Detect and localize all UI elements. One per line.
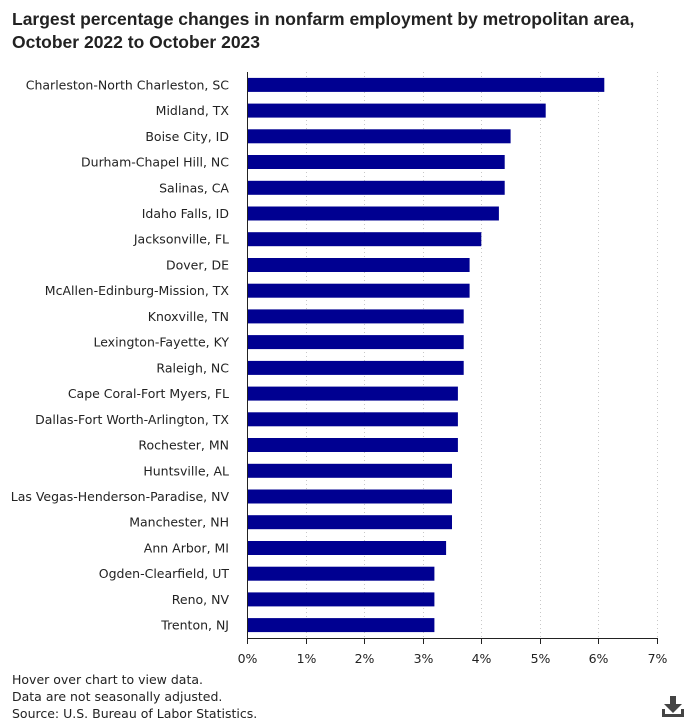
x-tick-label: 1% xyxy=(297,651,317,666)
category-label: Dover, DE xyxy=(166,258,229,273)
bars[interactable] xyxy=(247,77,605,633)
chart-title-line1: Largest percentage changes in nonfarm em… xyxy=(12,9,635,29)
category-label: Ogden-Clearfield, UT xyxy=(99,566,230,581)
bar[interactable] xyxy=(247,592,435,607)
category-label: McAllen-Edinburg-Mission, TX xyxy=(45,283,230,298)
x-tick-label: 7% xyxy=(648,651,668,666)
category-label: Ann Arbor, MI xyxy=(144,541,229,556)
bar[interactable] xyxy=(247,309,464,324)
bar[interactable] xyxy=(247,489,452,504)
category-label: Charleston-North Charleston, SC xyxy=(26,77,230,92)
bar[interactable] xyxy=(247,206,499,221)
category-label: Cape Coral-Fort Myers, FL xyxy=(68,386,229,401)
category-label: Jacksonville, FL xyxy=(133,232,229,247)
category-label: Las Vegas-Henderson-Paradise, NV xyxy=(11,489,230,504)
bar[interactable] xyxy=(247,360,464,375)
chart-title: Largest percentage changes in nonfarm em… xyxy=(12,8,692,54)
axes xyxy=(247,72,658,644)
bar[interactable] xyxy=(247,618,435,633)
bar[interactable] xyxy=(247,77,605,92)
hover-note: Hover over chart to view data. xyxy=(12,672,203,687)
category-label: Lexington-Fayette, KY xyxy=(93,335,229,350)
category-label: Dallas-Fort Worth-Arlington, TX xyxy=(35,412,229,427)
category-label: Idaho Falls, ID xyxy=(142,206,229,221)
bar-chart[interactable]: Charleston-North Charleston, SC Midland, … xyxy=(0,0,700,668)
category-label: Midland, TX xyxy=(156,103,230,118)
category-labels: Charleston-North Charleston, SC Midland, … xyxy=(11,77,230,632)
bar[interactable] xyxy=(247,180,505,195)
category-label: Knoxville, TN xyxy=(148,309,229,324)
bar[interactable] xyxy=(247,258,470,272)
bar[interactable] xyxy=(247,412,458,427)
x-tick-label: 5% xyxy=(531,651,551,666)
x-tick-label: 3% xyxy=(414,651,434,666)
bar[interactable] xyxy=(247,438,458,452)
x-tick-label: 0% xyxy=(238,651,258,666)
source-note: Source: U.S. Bureau of Labor Statistics. xyxy=(12,706,258,721)
bar[interactable] xyxy=(247,515,452,530)
category-label: Salinas, CA xyxy=(159,180,229,195)
bar[interactable] xyxy=(247,232,482,247)
download-icon xyxy=(662,696,684,717)
bar[interactable] xyxy=(247,129,511,144)
bar[interactable] xyxy=(247,335,464,350)
x-tick-label: 2% xyxy=(355,651,375,666)
footnotes: Hover over chart to view data. Data are … xyxy=(12,671,257,722)
bar[interactable] xyxy=(247,386,458,401)
bar[interactable] xyxy=(247,103,546,118)
category-label: Reno, NV xyxy=(172,592,230,607)
category-label: Manchester, NH xyxy=(129,515,229,530)
category-label: Raleigh, NC xyxy=(156,360,229,375)
x-tick-labels: 0% 1% 2% 3% 4% 5% 6% 7% xyxy=(238,651,668,666)
x-tick-label: 6% xyxy=(589,651,609,666)
category-label: Trenton, NJ xyxy=(160,618,229,633)
seasonal-note: Data are not seasonally adjusted. xyxy=(12,689,223,704)
category-label: Durham-Chapel Hill, NC xyxy=(81,155,229,170)
bar[interactable] xyxy=(247,566,435,581)
download-button[interactable] xyxy=(660,693,686,719)
bar[interactable] xyxy=(247,155,505,169)
x-tick-label: 4% xyxy=(472,651,492,666)
chart-title-line2: October 2022 to October 2023 xyxy=(12,32,261,52)
bar[interactable] xyxy=(247,463,452,478)
bar[interactable] xyxy=(247,283,470,298)
category-label: Boise City, ID xyxy=(145,129,229,144)
bar[interactable] xyxy=(247,541,447,555)
category-label: Rochester, MN xyxy=(138,438,229,453)
category-label: Huntsville, AL xyxy=(143,463,229,478)
